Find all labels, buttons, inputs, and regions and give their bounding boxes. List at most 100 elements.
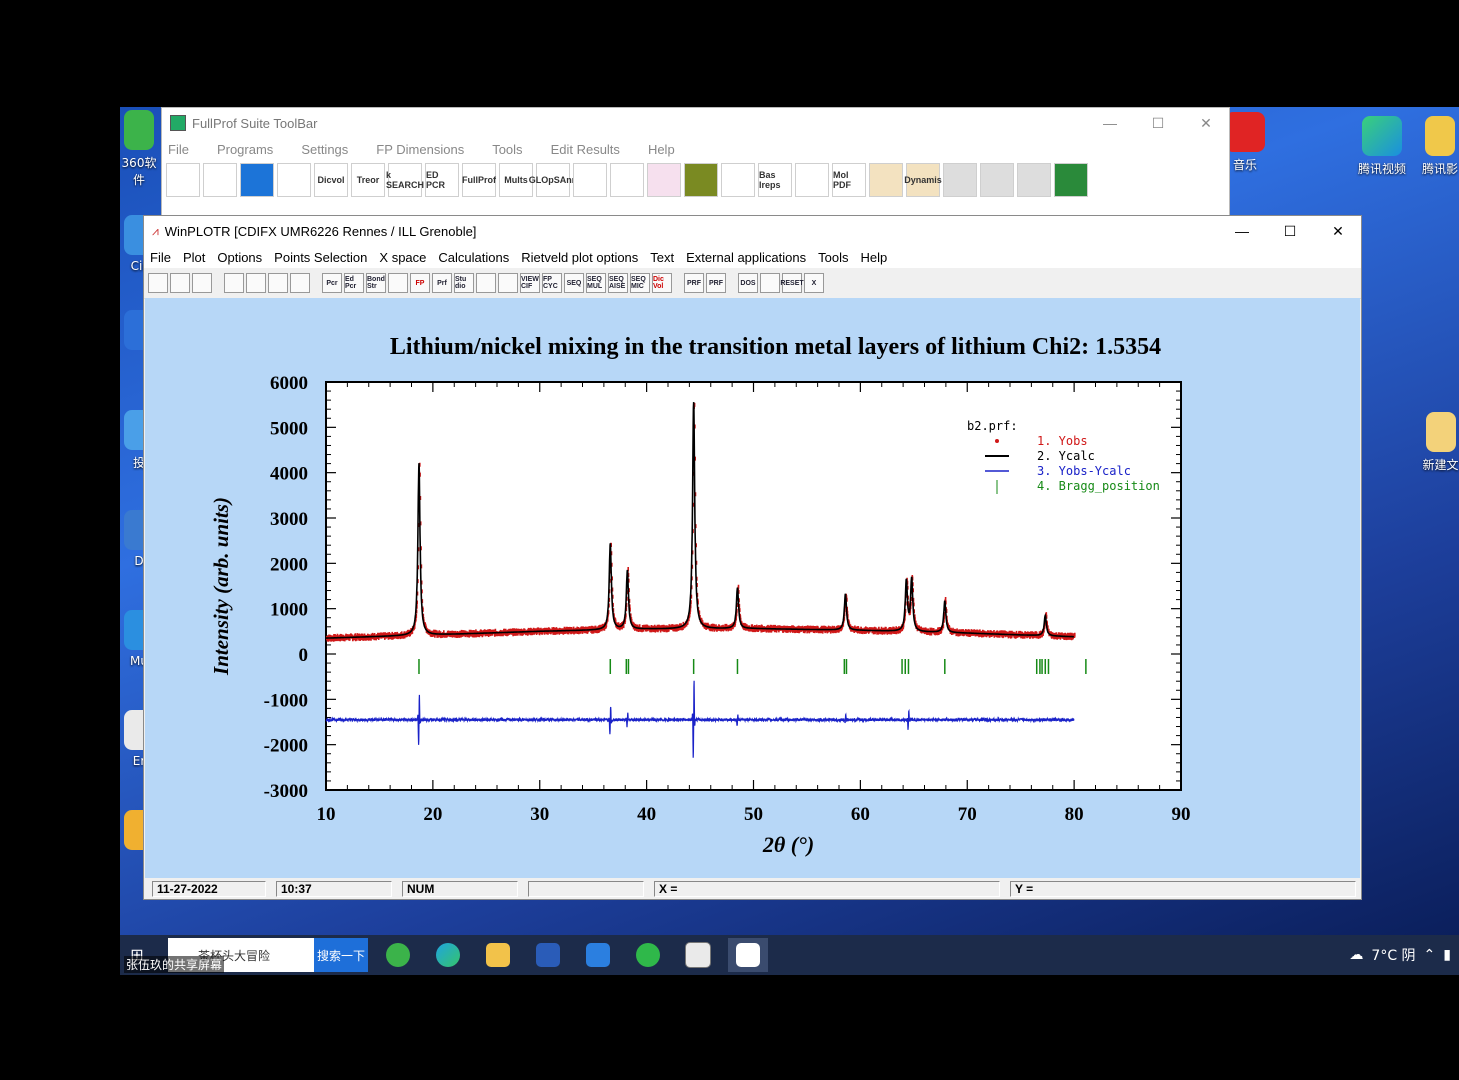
search-button[interactable]: 搜索一下 — [314, 938, 368, 972]
fullprof-tool-button[interactable]: GLOpSAnn — [529, 163, 577, 197]
ie-browser-icon — [386, 943, 410, 967]
desktop-icon-left[interactable]: 360软件 — [118, 110, 160, 188]
wp-menu-text[interactable]: Text — [650, 249, 675, 265]
fp-menu-help[interactable]: Help — [647, 141, 675, 157]
x-button[interactable]: X — [804, 273, 824, 293]
fullprof-tool-button[interactable]: Mol PDF — [832, 163, 866, 197]
taskbar-winplotr[interactable] — [728, 938, 768, 972]
fp-menu-settings[interactable]: Settings — [301, 141, 349, 157]
status-time: 10:37 — [276, 880, 392, 897]
fullprof-tool-button[interactable] — [943, 163, 977, 197]
fullprof-tool-button[interactable] — [721, 163, 755, 197]
fullprof-tool-button[interactable] — [684, 163, 718, 197]
wp-menu-file[interactable]: File — [150, 249, 171, 265]
tool-button[interactable] — [476, 273, 496, 293]
fullprof-tool-button[interactable] — [573, 163, 607, 197]
maximize-button[interactable]: ☐ — [1151, 114, 1165, 131]
pcr-button[interactable]: Pcr — [322, 273, 342, 293]
maximize-button[interactable]: ☐ — [1283, 222, 1297, 239]
fullprof-tool-button[interactable] — [795, 163, 829, 197]
bond-str-button[interactable]: Bond Str — [366, 273, 386, 293]
fullprof-tool-button[interactable] — [647, 163, 681, 197]
tool-button[interactable] — [498, 273, 518, 293]
fullprof-tool-button[interactable] — [277, 163, 311, 197]
reset-button[interactable]: RESET — [780, 273, 804, 293]
fp-menu-tools[interactable]: Tools — [492, 141, 523, 157]
minimize-button[interactable]: — — [1235, 223, 1249, 239]
wp-menu-x-space[interactable]: X space — [379, 249, 427, 265]
tool-button[interactable] — [760, 273, 780, 293]
fp-menu-file[interactable]: File — [168, 141, 189, 157]
fullprof-tool-button[interactable]: Bas Ireps — [758, 163, 792, 197]
dic-vol-button[interactable]: Dic Vol — [652, 273, 672, 293]
taskbar-ie-browser[interactable] — [378, 938, 418, 972]
close-button[interactable]: ✕ — [1332, 222, 1344, 239]
seq-button[interactable]: SEQ — [564, 273, 584, 293]
prf-button[interactable]: PRF — [684, 273, 704, 293]
seq-aise-button[interactable]: SEQ AISE — [608, 273, 628, 293]
wp-menu-calculations[interactable]: Calculations — [438, 249, 510, 265]
weather-text[interactable]: 7°C 阴 — [1371, 948, 1416, 964]
open-button[interactable] — [148, 273, 168, 293]
fullprof-tool-button[interactable] — [980, 163, 1014, 197]
fullprof-tool-button[interactable]: ED PCR — [425, 163, 459, 197]
fullprof-tool-button[interactable]: k SEARCH — [386, 163, 424, 197]
taskbar-file-explorer[interactable] — [478, 938, 518, 972]
fp-menu-edit-results[interactable]: Edit Results — [550, 141, 620, 157]
taskbar-word[interactable] — [528, 938, 568, 972]
taskbar-edge[interactable] — [428, 938, 468, 972]
taskbar-wechat[interactable] — [628, 938, 668, 972]
wp-menu-rietveld-plot-options[interactable]: Rietveld plot options — [521, 249, 639, 265]
fullprof-tool-button[interactable] — [203, 163, 237, 197]
move-button[interactable] — [268, 273, 288, 293]
x-tick-label: 60 — [851, 804, 870, 825]
fullprof-tool-button[interactable] — [1017, 163, 1051, 197]
wp-menu-options[interactable]: Options — [217, 249, 263, 265]
fullprof-tool-button[interactable]: Mults — [499, 163, 533, 197]
fullprof-tool-button[interactable]: Treor — [351, 163, 385, 197]
desktop-icon-new-folder[interactable]: 新建文 — [1422, 412, 1459, 473]
fp-menu-fp-dimensions[interactable]: FP Dimensions — [376, 141, 465, 157]
fullprof-tool-button[interactable] — [240, 163, 274, 197]
rietveld-chart[interactable]: Lithium/nickel mixing in the transition … — [145, 298, 1360, 880]
fp-button[interactable]: FP — [410, 273, 430, 293]
chevron-up-icon[interactable]: ⌃ — [1423, 947, 1436, 963]
desktop-icon-music[interactable]: 音乐 — [1218, 112, 1272, 173]
save-button[interactable] — [170, 273, 190, 293]
minimize-button[interactable]: — — [1103, 115, 1117, 131]
close-button[interactable]: ✕ — [1200, 114, 1212, 131]
plot-area[interactable]: Lithium/nickel mixing in the transition … — [145, 298, 1360, 880]
seq-mic-button[interactable]: SEQ MIC — [630, 273, 650, 293]
fullprof-tool-button[interactable] — [1054, 163, 1088, 197]
desktop-icon-tencent-film[interactable]: 腾讯影 — [1420, 116, 1459, 177]
desktop-icon-tencent-video[interactable]: 腾讯视频 — [1352, 116, 1412, 177]
wp-menu-points-selection[interactable]: Points Selection — [274, 249, 368, 265]
fp-cyc-button[interactable]: FP CYC — [542, 273, 562, 293]
wp-menu-tools[interactable]: Tools — [818, 249, 849, 265]
fp-menu-programs[interactable]: Programs — [216, 141, 274, 157]
preview-button[interactable] — [224, 273, 244, 293]
fullprof-tool-button[interactable]: Dicvol — [314, 163, 348, 197]
fit-button[interactable] — [290, 273, 310, 293]
prf-button[interactable]: Prf — [432, 273, 452, 293]
stu-dio-button[interactable]: Stu dio — [454, 273, 474, 293]
fullprof-tool-button[interactable] — [166, 163, 200, 197]
seq-mul-button[interactable]: SEQ MUL — [586, 273, 606, 293]
taskbar-fullprof[interactable] — [678, 938, 718, 972]
fullprof-tool-button[interactable]: Dynamis — [904, 163, 942, 197]
tool-button[interactable] — [388, 273, 408, 293]
prf-button[interactable]: PRF — [706, 273, 726, 293]
ed-pcr-button[interactable]: Ed Pcr — [344, 273, 364, 293]
dos-button[interactable]: DOS — [738, 273, 758, 293]
zoom-button[interactable] — [246, 273, 266, 293]
print-button[interactable] — [192, 273, 212, 293]
wp-menu-help[interactable]: Help — [860, 249, 888, 265]
wp-menu-external-applications[interactable]: External applications — [686, 249, 807, 265]
view-cif-button[interactable]: VIEW CIF — [520, 273, 540, 293]
fullprof-tool-button[interactable] — [869, 163, 903, 197]
microphone-icon[interactable]: ▮ — [1443, 947, 1451, 963]
fullprof-tool-button[interactable]: FullProf — [462, 163, 496, 197]
taskbar-app-blue[interactable] — [578, 938, 618, 972]
fullprof-tool-button[interactable] — [610, 163, 644, 197]
wp-menu-plot[interactable]: Plot — [182, 249, 206, 265]
